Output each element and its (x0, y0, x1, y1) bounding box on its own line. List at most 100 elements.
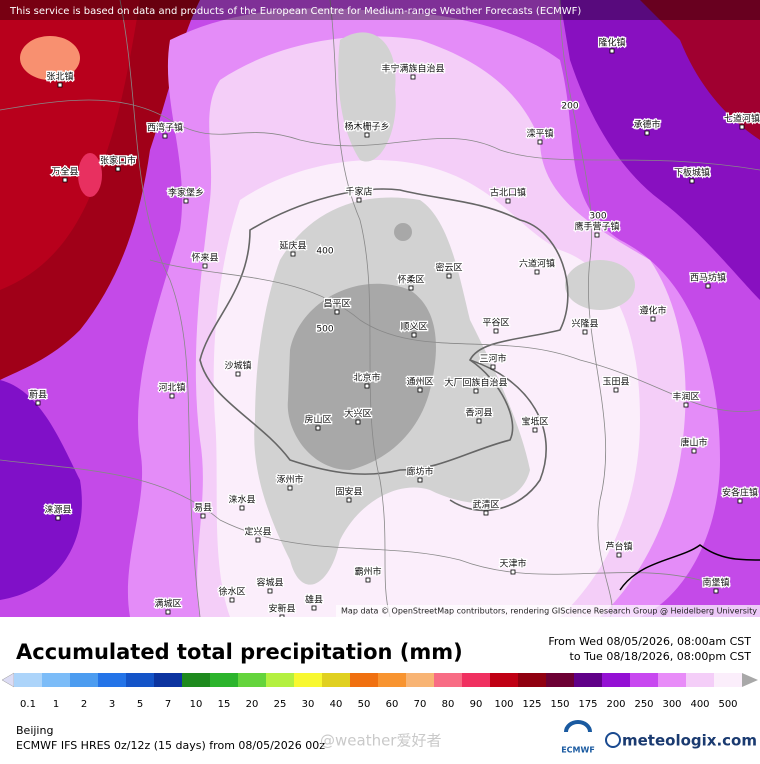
place-dot (162, 133, 168, 139)
place-label: 霸州市 (354, 566, 381, 578)
legend-swatch (154, 673, 183, 687)
place-label: 蔚县 (29, 389, 47, 401)
place-dot (616, 552, 622, 558)
place-label: 安各庄镇 (722, 487, 758, 499)
legend-swatch (210, 673, 239, 687)
place-dot (483, 510, 489, 516)
place-dot (165, 609, 171, 615)
place-label: 兴隆县 (571, 318, 598, 330)
place-dot (364, 132, 370, 138)
period-start: From Wed 08/05/2026, 08:00am CST (548, 635, 751, 648)
place-label: 天津市 (499, 558, 526, 570)
legend-label: 20 (246, 699, 259, 710)
legend-swatch (714, 673, 743, 687)
place-dot (537, 139, 543, 145)
place-label: 大厂回族自治县 (444, 377, 507, 389)
contour-label: 300 (589, 212, 606, 222)
place-dot (493, 328, 499, 334)
legend-label: 15 (218, 699, 231, 710)
place-dot (417, 477, 423, 483)
legend-label: 3 (109, 699, 115, 710)
contour-label: 200 (561, 102, 578, 112)
place-label: 房山区 (304, 414, 331, 426)
place-dot (183, 198, 189, 204)
notice: This service is based on data and produc… (9, 6, 581, 17)
place-label: 沙城镇 (224, 360, 251, 372)
place-dot (355, 419, 361, 425)
place-label: 南堡镇 (702, 577, 729, 589)
place-dot (235, 371, 241, 377)
place-label: 隆化镇 (598, 37, 625, 49)
place-label: 河北镇 (158, 382, 185, 394)
place-label: 武清区 (472, 499, 499, 511)
place-dot (364, 383, 370, 389)
legend-label: 1 (53, 699, 59, 710)
place-label: 固安县 (335, 486, 362, 498)
legend-label: 125 (522, 699, 541, 710)
place-label: 大兴区 (344, 408, 371, 420)
legend-label: 200 (606, 699, 625, 710)
place-label: 唐山市 (680, 437, 707, 449)
place-dot (689, 178, 695, 184)
place-dot (315, 425, 321, 431)
place-label: 西马坊镇 (690, 272, 726, 284)
place-label: 北京市 (353, 372, 380, 384)
legend-arrow (742, 673, 758, 687)
legend-label: 50 (358, 699, 371, 710)
place-dot (739, 124, 745, 130)
place-label: 丰润区 (672, 391, 699, 403)
place-label: 安新县 (268, 603, 295, 615)
place-label: 千家店 (345, 186, 372, 198)
meteologix-logo: meteologix.com (622, 732, 757, 750)
place-dot (691, 448, 697, 454)
legend-label: 0.1 (20, 699, 36, 710)
legend-swatch (490, 673, 519, 687)
place-dot (644, 130, 650, 136)
place-dot (169, 393, 175, 399)
place-label: 鹰手营子镇 (574, 221, 619, 233)
place-dot (290, 251, 296, 257)
place-label: 怀柔区 (397, 274, 424, 286)
legend-swatch (350, 673, 379, 687)
legend-swatch (182, 673, 211, 687)
place-label: 遵化市 (639, 305, 666, 317)
legend-swatch (266, 673, 295, 687)
place-label: 易县 (194, 503, 212, 514)
place-label: 容城县 (256, 577, 283, 589)
place-dot (446, 273, 452, 279)
place-dot (55, 515, 61, 521)
legend-swatch (630, 673, 659, 687)
place-label: 丰宁满族自治县 (381, 63, 444, 75)
legend-swatch (546, 673, 575, 687)
place-label: 古北口镇 (490, 187, 526, 199)
legend-label: 250 (634, 699, 653, 710)
place-label: 芦台镇 (605, 541, 632, 553)
place-label: 顺义区 (400, 322, 427, 333)
place-label: 延庆县 (279, 240, 306, 252)
ecmwf-logo: ECMWF (561, 746, 595, 755)
place-label: 涿州市 (276, 474, 303, 486)
place-label: 密云区 (435, 262, 462, 274)
legend-label: 150 (550, 699, 569, 710)
place-label: 滦平镇 (526, 128, 553, 140)
place-label: 张北镇 (46, 71, 73, 83)
place-label: 昌平区 (323, 299, 350, 310)
place-dot (417, 387, 423, 393)
place-dot (705, 283, 711, 289)
place-dot (411, 332, 417, 338)
legend-swatch (658, 673, 687, 687)
legend-swatch (14, 673, 43, 687)
period-end: to Tue 08/18/2026, 08:00pm CST (570, 650, 752, 663)
place-label: 李家堡乡 (168, 187, 204, 199)
legend-label: 500 (718, 699, 737, 710)
place-label: 杨木栅子乡 (344, 121, 389, 133)
place-label: 廊坊市 (406, 466, 433, 478)
place-dot (532, 427, 538, 433)
watermark: @weather爱好者 (320, 732, 441, 750)
legend-swatch (406, 673, 435, 687)
legend-label: 40 (330, 699, 343, 710)
place-dot (410, 74, 416, 80)
legend-swatch (378, 673, 407, 687)
attribution: Map data © OpenStreetMap contributors, r… (341, 607, 757, 616)
